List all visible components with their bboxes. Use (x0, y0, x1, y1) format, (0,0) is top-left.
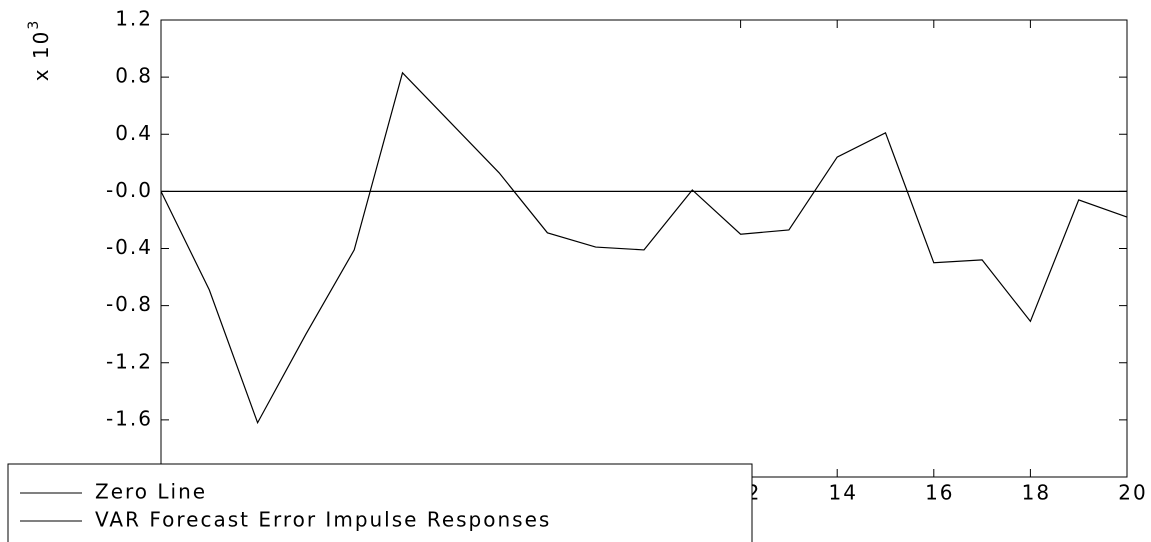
y-tick-label: -1.6 (106, 406, 153, 430)
y-axis-label: x 103 (26, 19, 53, 82)
y-tick-label: -0.4 (106, 235, 153, 259)
y-tick-label: 0.4 (115, 121, 153, 145)
y-tick-label: -1.2 (106, 349, 153, 373)
y-tick-label: -0.8 (106, 292, 153, 316)
series-line (160, 71, 1128, 425)
x-tick-label: 16 (925, 481, 954, 505)
x-tick-label: 14 (828, 481, 857, 505)
legend-label: Zero Line (95, 480, 207, 504)
plot-layer: 1.20.80.4-0.0-0.4-0.8-1.2-1.61214161820 (106, 7, 1147, 505)
legend: Zero Line VAR Forecast Error Impulse Resp… (7, 463, 753, 542)
y-label-exponent: 3 (26, 19, 42, 30)
legend-label: VAR Forecast Error Impulse Responses (95, 508, 551, 532)
y-tick-label: 1.2 (115, 7, 153, 31)
x-tick-label: 20 (1118, 481, 1147, 505)
x-tick-label: 18 (1022, 481, 1051, 505)
y-tick-label: -0.0 (106, 178, 153, 202)
y-tick-label: 0.8 (115, 64, 153, 88)
y-label-base: x 10 (29, 30, 53, 82)
legend-box (7, 463, 753, 542)
